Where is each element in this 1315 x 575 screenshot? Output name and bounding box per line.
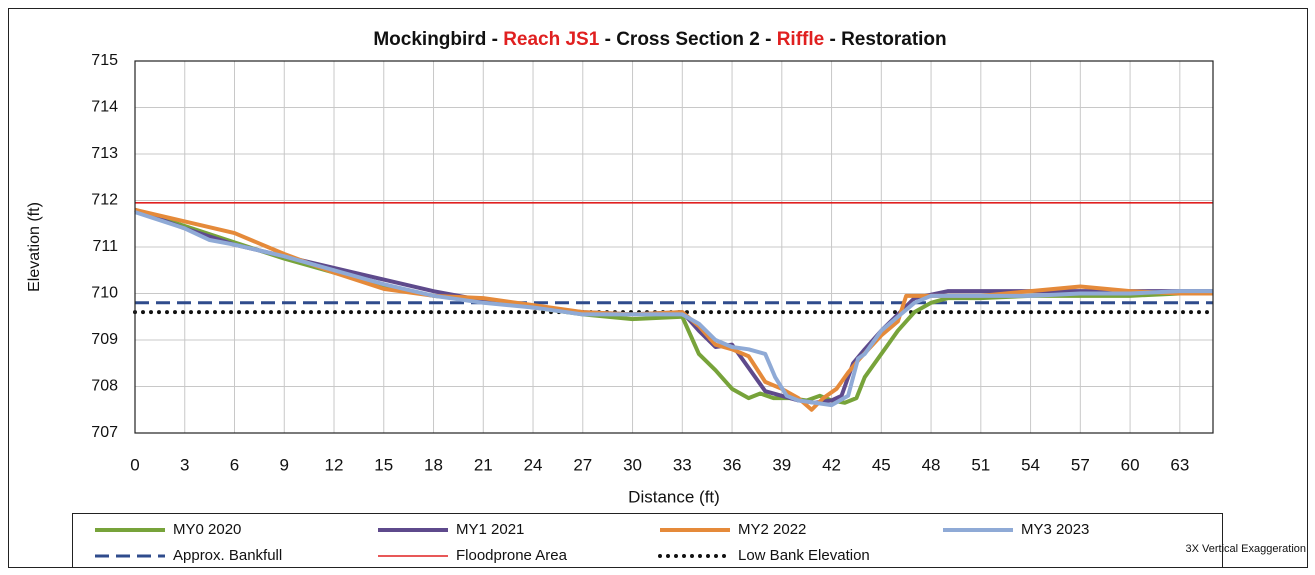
legend-box [72, 513, 1223, 568]
x-tick-label: 48 [922, 455, 941, 474]
x-tick-label: 24 [524, 455, 543, 474]
legend-label: MY0 2020 [173, 521, 241, 538]
x-tick-label: 30 [623, 455, 642, 474]
legend-label: MY1 2021 [456, 521, 524, 538]
y-tick-label: 711 [92, 238, 118, 255]
y-tick-label: 713 [91, 145, 118, 162]
x-tick-label: 63 [1170, 455, 1189, 474]
title-part: Mockingbird - [373, 29, 503, 50]
legend-label: Approx. Bankfull [173, 547, 282, 564]
series-line [134, 207, 1213, 405]
annotation: 3X Vertical Exaggeration [1186, 543, 1306, 555]
x-tick-label: 51 [971, 455, 990, 474]
y-tick-label: 707 [91, 424, 118, 441]
x-tick-label: 3 [180, 455, 189, 474]
x-tick-label: 54 [1021, 455, 1040, 474]
y-axis-label: Elevation (ft) [26, 202, 43, 292]
series-line [134, 207, 1213, 412]
title-part: Riffle [777, 29, 825, 50]
x-tick-label: 9 [280, 455, 289, 474]
series-line [134, 210, 1213, 408]
legend-label: Floodprone Area [456, 547, 568, 564]
x-tick-label: 0 [130, 455, 139, 474]
x-tick-label: 18 [424, 455, 443, 474]
title-part: Reach JS1 [503, 29, 600, 50]
title-part: - Cross Section 2 - [599, 29, 776, 50]
y-tick-label: 708 [91, 378, 118, 395]
y-tick-label: 712 [91, 192, 118, 209]
plot-border [134, 60, 1214, 434]
x-tick-label: 36 [723, 455, 742, 474]
x-tick-label: 60 [1121, 455, 1140, 474]
x-tick-label: 12 [325, 455, 344, 474]
title-part: - Restoration [824, 29, 946, 50]
legend-label: Low Bank Elevation [738, 547, 870, 564]
x-tick-label: 39 [772, 455, 791, 474]
y-tick-label: 715 [91, 52, 118, 69]
series-line [134, 207, 1213, 405]
x-tick-label: 27 [573, 455, 592, 474]
legend-label: MY2 2022 [738, 521, 806, 538]
x-tick-label: 45 [872, 455, 891, 474]
y-tick-label: 714 [91, 99, 118, 116]
legend-label: MY3 2023 [1021, 521, 1089, 538]
chart-title: Mockingbird - Reach JS1 - Cross Section … [373, 29, 946, 50]
x-tick-label: 21 [474, 455, 493, 474]
y-tick-label: 710 [91, 285, 118, 302]
x-tick-label: 42 [822, 455, 841, 474]
x-axis-label: Distance (ft) [628, 487, 720, 506]
x-tick-label: 6 [230, 455, 239, 474]
x-tick-label: 15 [374, 455, 393, 474]
x-tick-label: 57 [1071, 455, 1090, 474]
x-tick-label: 33 [673, 455, 692, 474]
y-tick-label: 709 [91, 331, 118, 348]
